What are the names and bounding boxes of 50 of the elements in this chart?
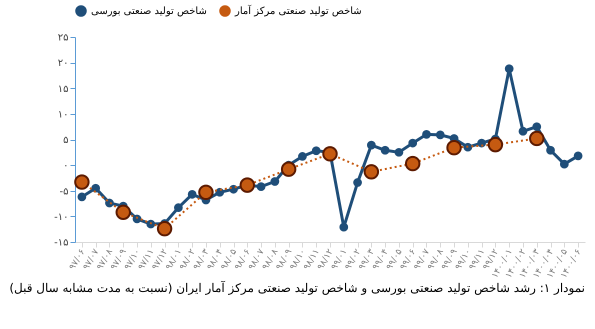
text: نمودار ۱: رشد شاخص تولید صنعتی بورسی و شاخص تولید صنعتی مرکز آمار ایران (نسبت به مدت مشابه سال قبل) (9, 280, 585, 296)
point (546, 146, 555, 155)
point (380, 146, 390, 155)
point (353, 178, 362, 187)
point (240, 177, 256, 193)
point (529, 130, 544, 146)
point (504, 64, 514, 74)
point (560, 160, 569, 168)
point (132, 214, 142, 224)
legend-label: شاخص تولید صنعتی مرکز آمار (234, 4, 362, 17)
point (488, 136, 504, 152)
point (322, 146, 338, 162)
point (116, 204, 131, 220)
y-tick-label: ۰ (63, 160, 68, 172)
point (364, 164, 380, 180)
y-tick-label: -۱۵ (54, 238, 68, 248)
point (312, 146, 321, 156)
point (422, 130, 431, 139)
point (256, 182, 266, 192)
point (339, 222, 348, 232)
point (436, 130, 445, 140)
point (518, 126, 528, 136)
y-tick-label: -۵ (60, 186, 68, 198)
y-tick-label: ۱۵ (58, 84, 68, 95)
point (280, 162, 296, 177)
point (408, 138, 418, 148)
point (188, 190, 197, 199)
point (463, 142, 472, 152)
point (366, 140, 376, 150)
point (270, 177, 280, 186)
point (394, 148, 404, 157)
point (532, 122, 542, 132)
point (78, 192, 86, 202)
y-tick-label: ۲۰ (58, 58, 68, 70)
point (74, 174, 90, 190)
point (298, 152, 307, 161)
point (156, 220, 172, 236)
point (477, 138, 486, 148)
legend-label: شاخص تولید صنعتی بورسی (91, 6, 207, 17)
point (446, 140, 462, 156)
point (404, 156, 420, 172)
y-tick-label: -۱۰ (54, 212, 68, 223)
point (146, 220, 156, 228)
point (174, 203, 183, 212)
point (91, 184, 100, 193)
y-tick-label: ۲۵ (58, 32, 68, 44)
point (198, 184, 214, 200)
y-tick-label: ۵ (63, 135, 68, 146)
y-tick-label: ۱۰ (58, 109, 68, 120)
point (574, 152, 582, 160)
